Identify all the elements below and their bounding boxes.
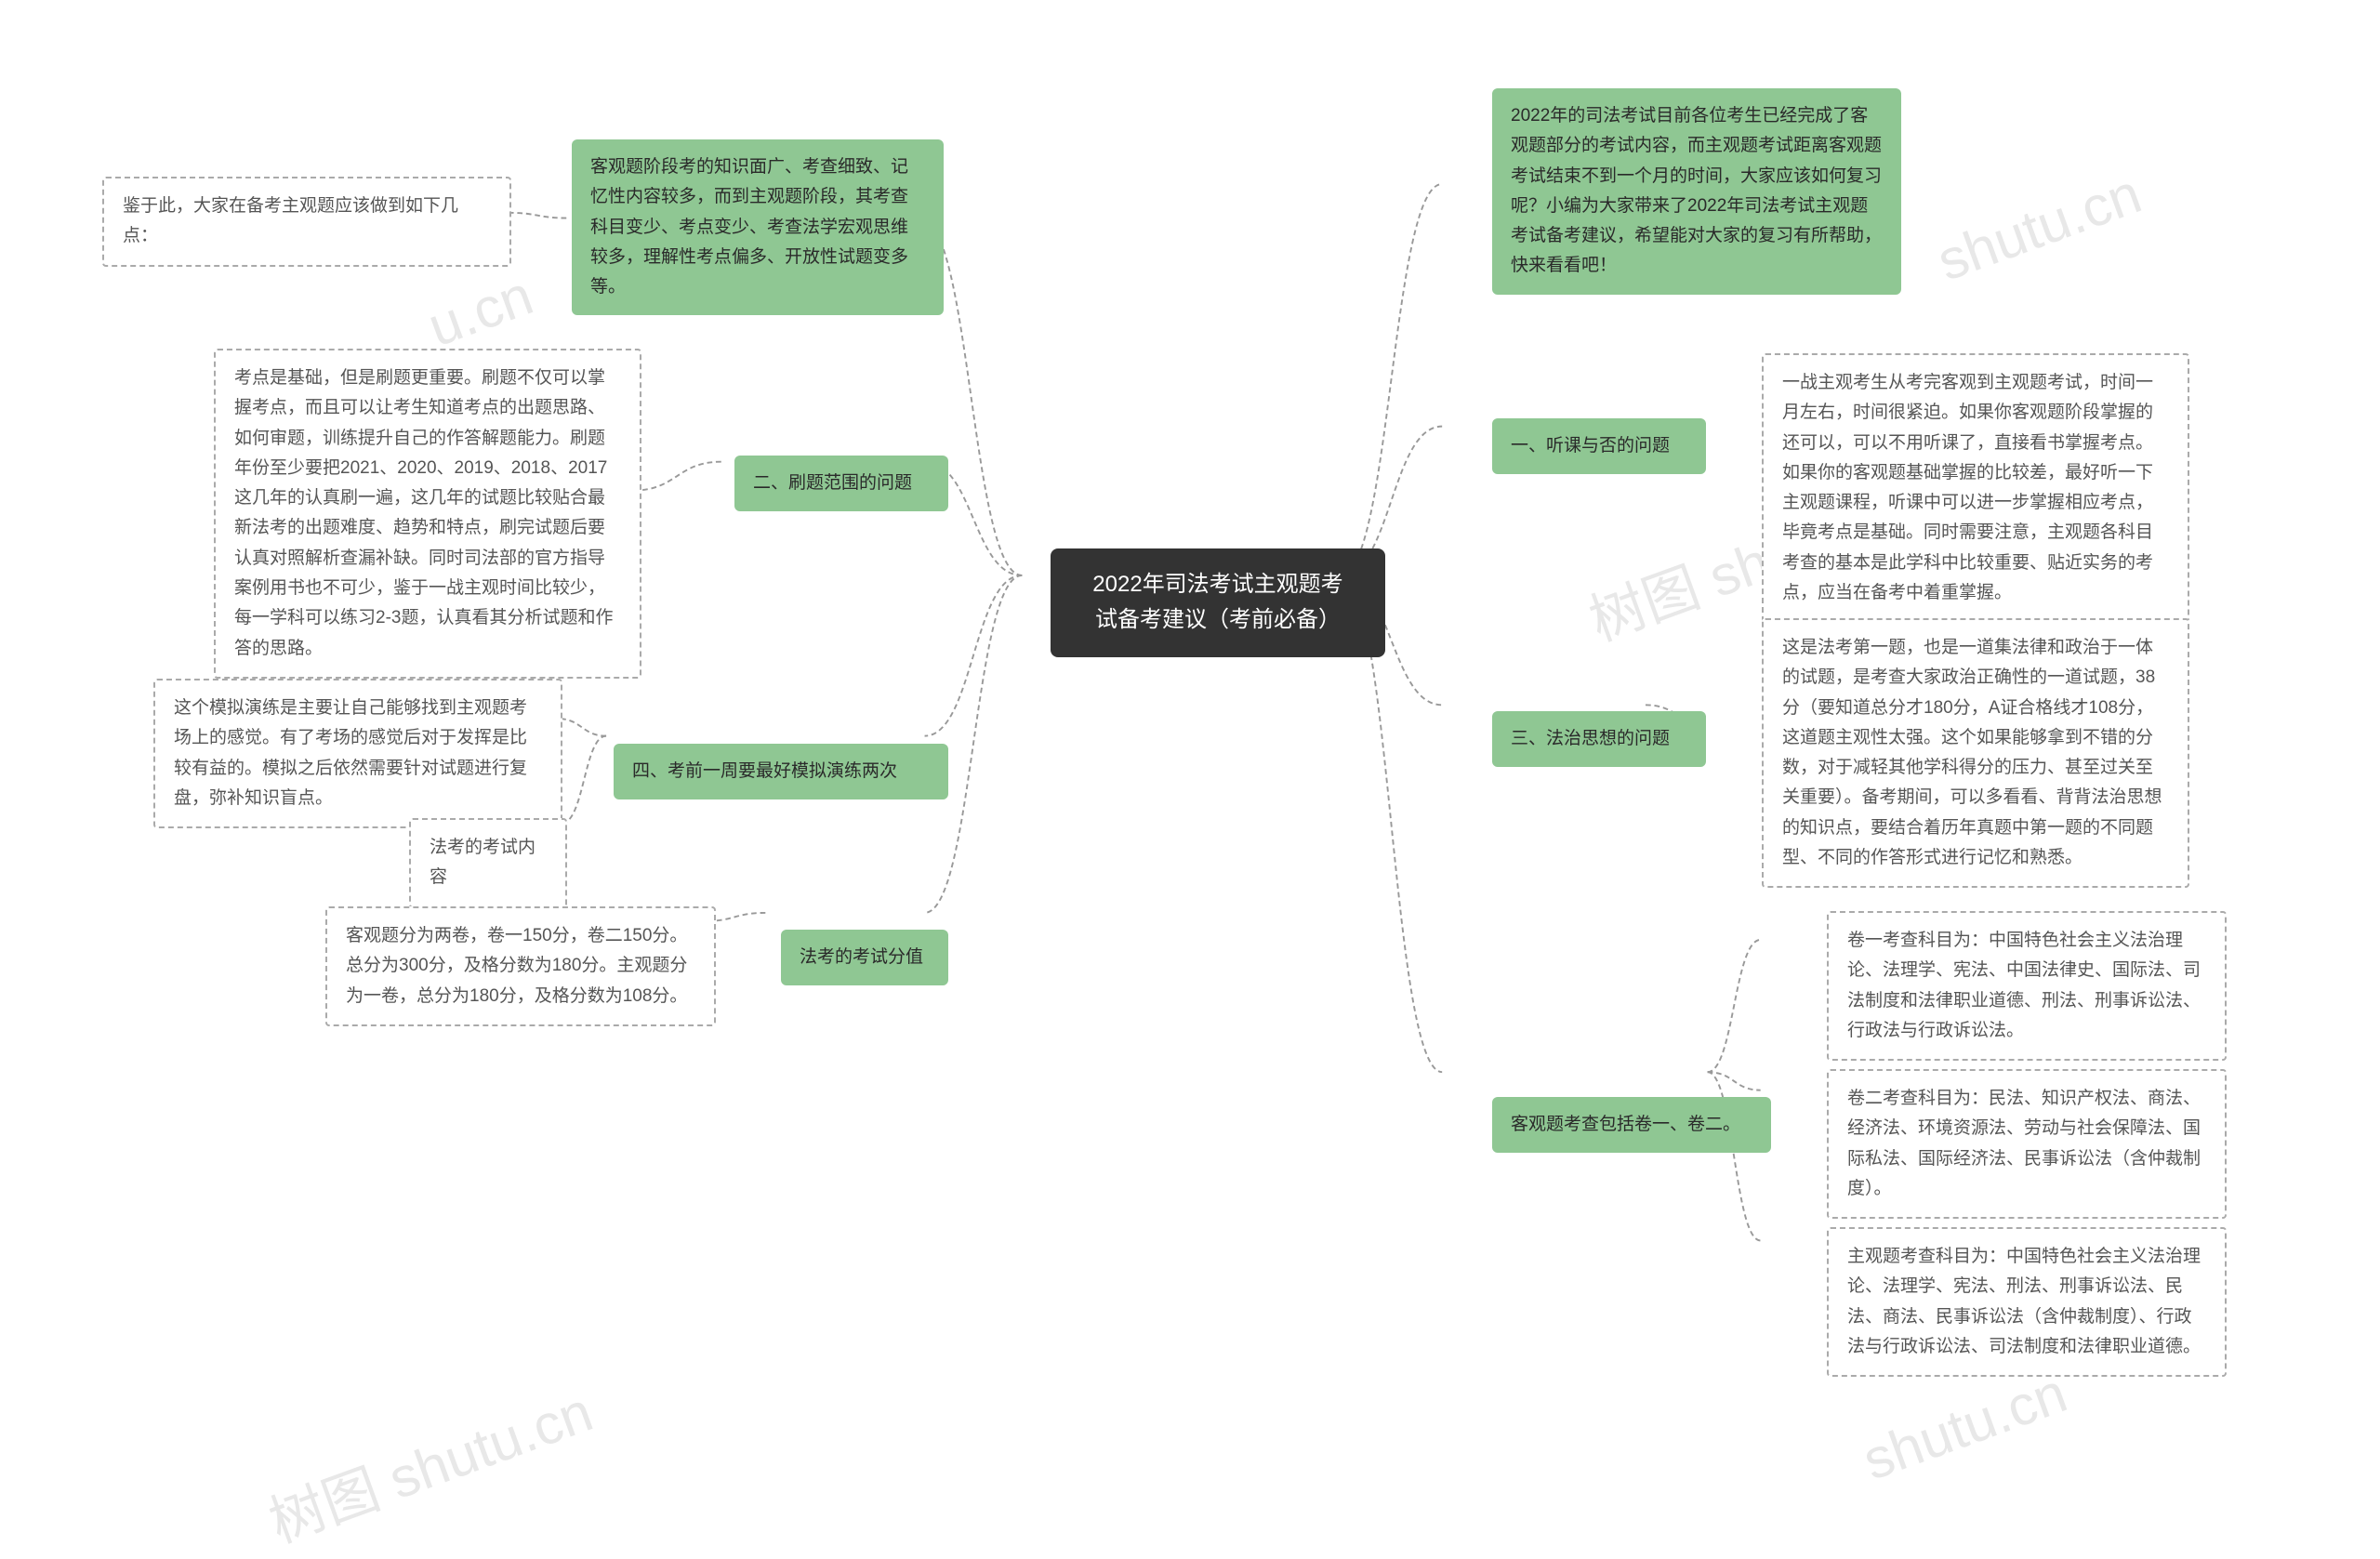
mindmap-node-q2leaf: 考点是基础，但是刷题更重要。刷题不仅可以掌握考点，而且可以让考生知道考点的出题思…	[214, 349, 641, 679]
mindmap-node-scoreleaf: 客观题分为两卷，卷一150分，卷二150分。总分为300分，及格分数为180分。…	[325, 906, 716, 1026]
mindmap-node-leftleaf1: 鉴于此，大家在备考主观题应该做到如下几点：	[102, 177, 511, 267]
mindmap-node-objleaf1: 卷一考查科目为：中国特色社会主义法治理论、法理学、宪法、中国法律史、国际法、司法…	[1827, 911, 2227, 1061]
connector	[509, 213, 566, 218]
mindmap-node-objleaf2: 卷二考查科目为：民法、知识产权法、商法、经济法、环境资源法、劳动与社会保障法、国…	[1827, 1069, 2227, 1219]
center-node[interactable]: 2022年司法考试主观题考试备考建议（考前必备）	[1051, 548, 1385, 657]
mindmap-node-leftgreen1[interactable]: 客观题阶段考的知识面广、考查细致、记忆性内容较多，而到主观题阶段，其考查科目变少…	[572, 139, 944, 315]
connector	[562, 736, 606, 824]
mindmap-node-intro[interactable]: 2022年的司法考试目前各位考生已经完成了客观题部分的考试内容，而主观题考试距离…	[1492, 88, 1901, 295]
connector	[633, 462, 721, 491]
connector	[1708, 1072, 1761, 1090]
mindmap-node-q2[interactable]: 二、刷题范围的问题	[734, 456, 948, 511]
mindmap-node-q4[interactable]: 四、考前一周要最好模拟演练两次	[614, 744, 948, 799]
mindmap-node-q4leaf1: 这个模拟演练是主要让自己能够找到主观题考场上的感觉。有了考场的感觉后对于发挥是比…	[153, 679, 562, 828]
connector	[1708, 940, 1761, 1072]
connector	[925, 575, 1023, 736]
mindmap-node-obj[interactable]: 客观题考查包括卷一、卷二。	[1492, 1097, 1771, 1153]
mindmap-node-q3r[interactable]: 三、法治思想的问题	[1492, 711, 1706, 767]
mindmap-node-q3rleaf: 这是法考第一题，也是一道集法律和政治于一体的试题，是考查大家政治正确性的一道试题…	[1762, 618, 2189, 888]
connector	[558, 719, 606, 736]
mindmap-node-score[interactable]: 法考的考试分值	[781, 930, 948, 985]
mindmap-node-q1[interactable]: 一、听课与否的问题	[1492, 418, 1706, 474]
connector	[1341, 184, 1442, 575]
mindmap-node-q4leaf2: 法考的考试内容	[409, 818, 567, 908]
mindmap-node-objleaf3: 主观题考查科目为：中国特色社会主义法治理论、法理学、宪法、刑法、刑事诉讼法、民法…	[1827, 1227, 2227, 1377]
mindmap-node-q1leaf: 一战主观考生从考完客观到主观题考试，时间一月左右，时间很紧迫。如果你客观题阶段掌…	[1762, 353, 2189, 623]
mindmap-container: 2022年司法考试主观题考试备考建议（考前必备） 2022年的司法考试目前各位考生…	[37, 37, 2343, 1494]
